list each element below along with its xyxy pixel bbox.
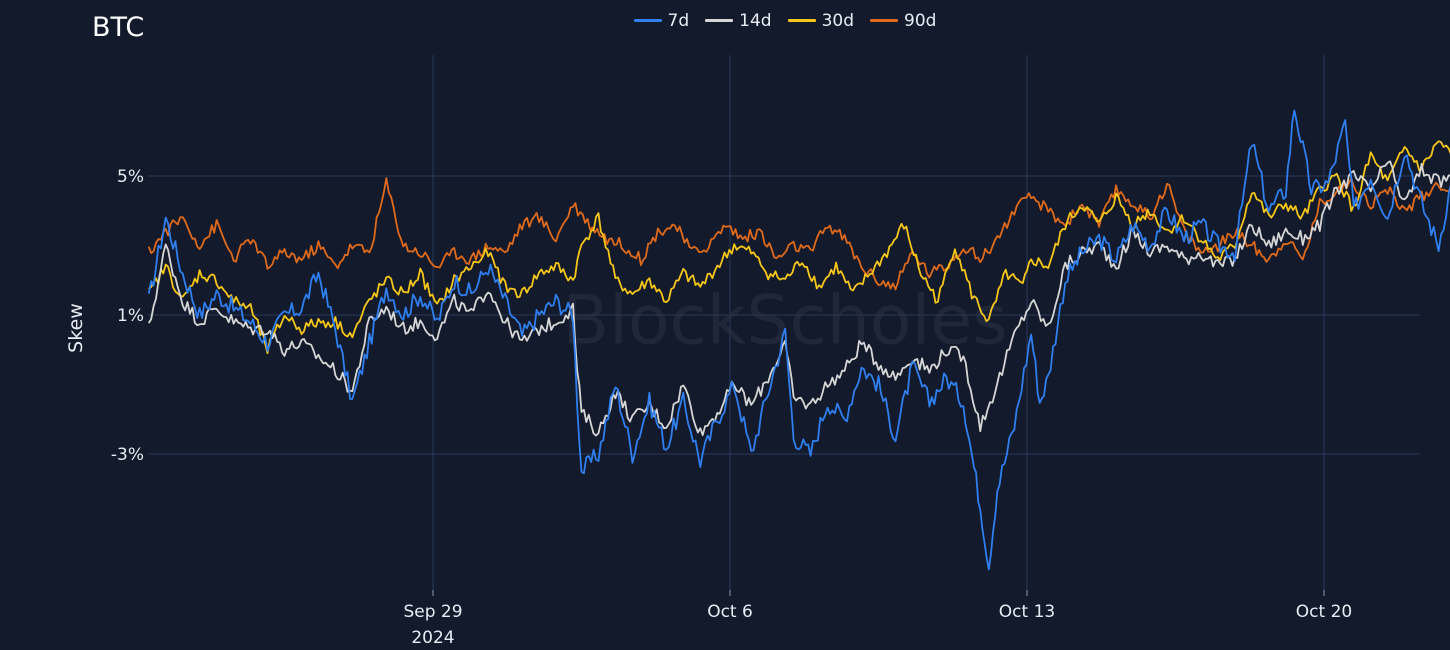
legend-label: 30d (821, 10, 855, 31)
x-tick-label: Oct 6 (707, 602, 753, 622)
legend-swatch (870, 19, 899, 22)
series-line-90d (147, 177, 1450, 291)
x-tick-label: Oct 13 (999, 602, 1055, 622)
legend-item-7d[interactable]: 7d (633, 10, 690, 31)
y-axis-label: Skew (65, 303, 87, 353)
x-axis: Sep 29 2024 Oct 6 Oct 13 Oct 20 (403, 590, 1352, 648)
legend-swatch (633, 19, 662, 22)
watermark: BlockScholes (562, 282, 1007, 361)
y-tick-label: 5% (117, 167, 144, 187)
y-axis: 5% 1% -3% (111, 167, 144, 465)
legend-swatch (705, 19, 734, 22)
x-tick-label: Sep 29 (403, 602, 462, 622)
series-line-7d (147, 109, 1450, 571)
legend: 7d 14d 30d 90d (0, 7, 1450, 31)
series-line-14d (147, 160, 1450, 437)
gridlines (148, 55, 1420, 590)
legend-label: 7d (667, 10, 690, 31)
legend-item-14d[interactable]: 14d (705, 10, 772, 31)
x-tick-label: Oct 20 (1296, 602, 1352, 622)
series-line-30d (148, 140, 1450, 355)
legend-label: 14d (739, 10, 772, 31)
legend-item-90d[interactable]: 90d (870, 11, 936, 31)
chart-title: BTC (92, 12, 145, 43)
y-tick-label: -3% (111, 445, 144, 465)
legend-swatch (787, 19, 816, 22)
legend-label: 90d (904, 10, 937, 31)
series-lines (147, 109, 1450, 571)
legend-item-30d[interactable]: 30d (787, 10, 855, 31)
x-tick-sublabel: 2024 (411, 628, 454, 648)
y-tick-label: 1% (117, 306, 144, 326)
legend-items: 7d 14d 30d 90d (633, 10, 936, 31)
